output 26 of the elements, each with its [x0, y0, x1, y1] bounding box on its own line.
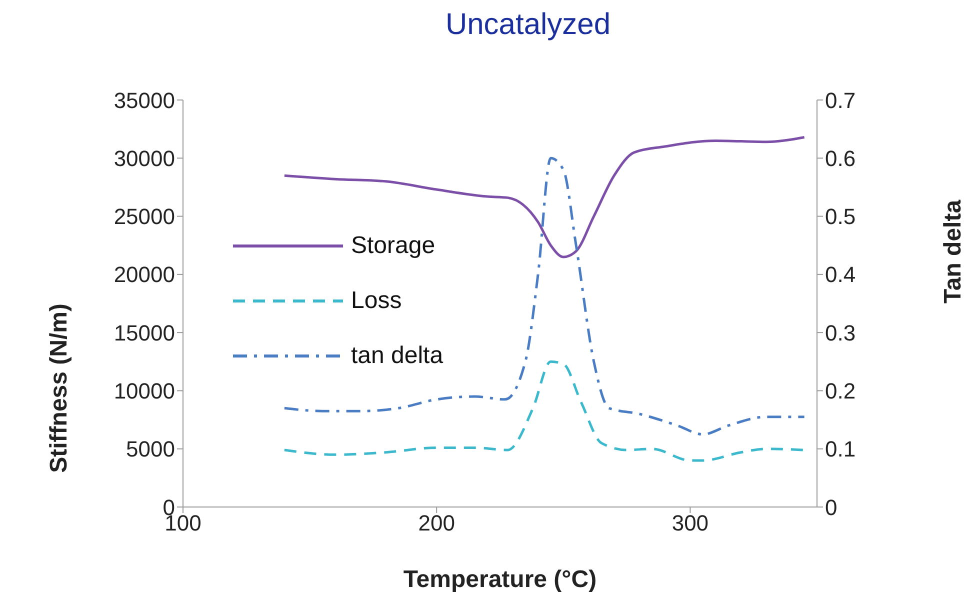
y-tick-label: 30000 — [114, 146, 175, 171]
y2-axis-title: Tan delta — [940, 199, 967, 304]
y2-tick-label: 0.7 — [825, 88, 856, 113]
y2-tick-label: 0.2 — [825, 378, 856, 404]
y-tick-label: 25000 — [114, 204, 175, 230]
x-tick-label: 300 — [672, 510, 709, 536]
y2-tick-label: 0.3 — [825, 320, 856, 346]
x-tick-label: 200 — [418, 510, 455, 536]
y-tick-label: 15000 — [114, 320, 175, 346]
line-series — [283, 136, 806, 258]
y2-tick-label: 0.1 — [825, 436, 856, 462]
legend-label: Storage — [351, 232, 436, 260]
y-tick-label: 5000 — [126, 436, 175, 462]
y2-tick-label: 0.4 — [825, 262, 856, 288]
legend-label: tan delta — [351, 342, 444, 370]
y2-tick-label: 0.5 — [825, 204, 856, 230]
y2-tick-label: 0 — [825, 494, 838, 520]
line-series — [283, 156, 806, 436]
y2-tick-label: 0.6 — [825, 146, 856, 171]
legend-label: Loss — [351, 286, 402, 314]
x-axis-title: Temperature (°C) — [403, 566, 597, 593]
y-tick-label: 10000 — [114, 378, 175, 404]
chart-title: Uncatalyzed — [444, 8, 612, 43]
y-tick-label: 35000 — [114, 88, 175, 113]
y-tick-label: 20000 — [114, 262, 175, 288]
y-axis-title: Stiffness (N/m) — [46, 304, 73, 473]
